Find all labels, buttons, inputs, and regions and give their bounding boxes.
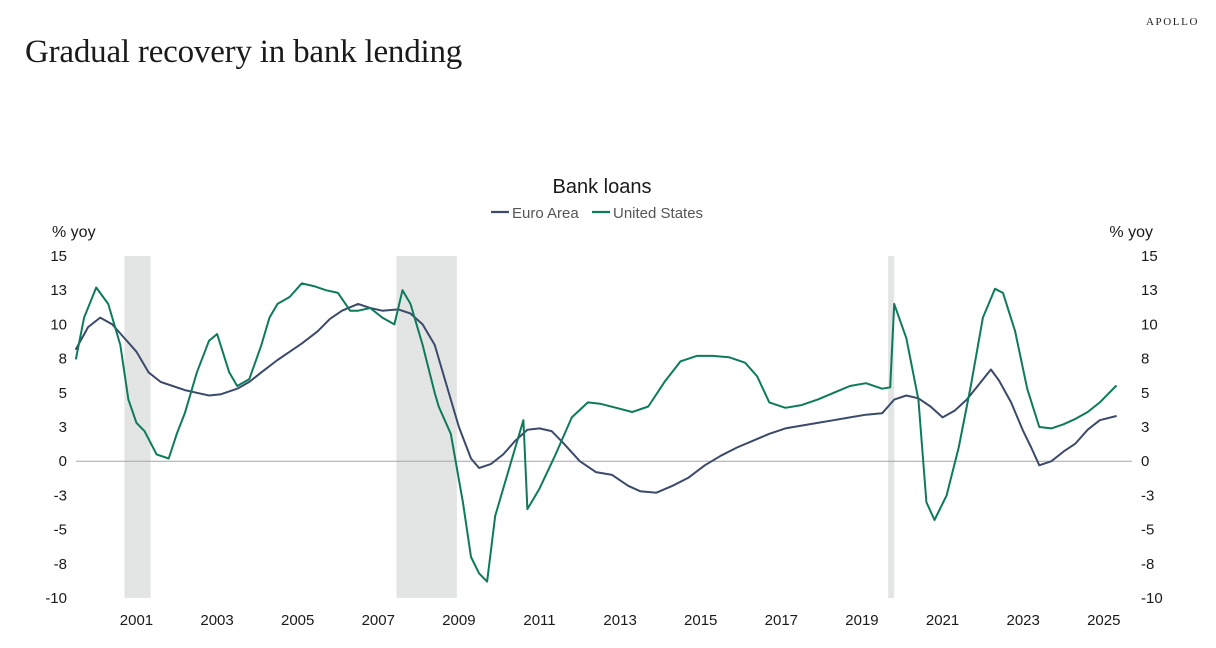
y-tick-left: -3 xyxy=(54,487,67,504)
x-axis: 2001 2003 2005 2007 2009 2011 2013 2015 2017 2019… xyxy=(120,612,1121,629)
y-tick-left: -10 xyxy=(45,590,67,607)
legend-label-euro-area: Euro Area xyxy=(512,205,579,222)
y-axis-left: 15 13 10 8 5 3 0 -3 -5 -8 -10 xyxy=(45,248,67,607)
y-tick-right: -8 xyxy=(1141,556,1154,573)
y-axis-unit-left: % yoy xyxy=(52,224,96,241)
chart-title: Bank loans xyxy=(553,176,652,198)
y-axis-right: 15 13 10 8 5 3 0 -3 -5 -8 -10 xyxy=(1141,248,1163,607)
y-tick-left: -5 xyxy=(54,522,67,539)
x-tick-2023: 2023 xyxy=(1006,612,1039,629)
x-tick-2007: 2007 xyxy=(362,612,395,629)
legend-label-united-states: United States xyxy=(613,205,703,222)
y-tick-right: 0 xyxy=(1141,453,1149,470)
page-title: Gradual recovery in bank lending xyxy=(25,34,463,70)
y-tick-left: 3 xyxy=(59,419,67,436)
legend: Euro Area United States xyxy=(491,205,703,222)
y-tick-left: 10 xyxy=(50,316,67,333)
x-tick-2009: 2009 xyxy=(442,612,475,629)
y-tick-left: 15 xyxy=(50,248,67,265)
y-axis-unit-right: % yoy xyxy=(1109,224,1153,241)
x-tick-2017: 2017 xyxy=(765,612,798,629)
y-tick-right: 5 xyxy=(1141,385,1149,402)
y-tick-right: 8 xyxy=(1141,351,1149,368)
x-tick-2003: 2003 xyxy=(200,612,233,629)
brand-logo: APOLLO xyxy=(1146,16,1199,28)
y-tick-right: -5 xyxy=(1141,522,1154,539)
x-tick-2015: 2015 xyxy=(684,612,717,629)
x-tick-2011: 2011 xyxy=(523,612,555,629)
recession-band-1 xyxy=(124,256,151,598)
y-tick-right: 10 xyxy=(1141,316,1158,333)
x-tick-2013: 2013 xyxy=(603,612,636,629)
x-tick-2021: 2021 xyxy=(926,612,959,629)
y-tick-right: -10 xyxy=(1141,590,1163,607)
recession-bands xyxy=(124,256,895,598)
y-tick-right: 13 xyxy=(1141,282,1158,299)
x-tick-2001: 2001 xyxy=(120,612,153,629)
recession-band-3 xyxy=(888,256,895,598)
y-tick-left: 5 xyxy=(59,385,67,402)
y-tick-left: -8 xyxy=(54,556,67,573)
y-tick-left: 13 xyxy=(50,282,67,299)
x-tick-2019: 2019 xyxy=(845,612,878,629)
y-tick-right: -3 xyxy=(1141,487,1154,504)
y-tick-right: 3 xyxy=(1141,419,1149,436)
series-line-euro-area xyxy=(75,302,1117,494)
y-tick-left: 0 xyxy=(59,453,67,470)
series-line-united-states xyxy=(75,282,1117,583)
y-tick-right: 15 xyxy=(1141,248,1158,265)
x-tick-2005: 2005 xyxy=(281,612,314,629)
y-tick-left: 8 xyxy=(59,351,67,368)
series-lines xyxy=(75,282,1117,583)
x-tick-2025: 2025 xyxy=(1087,612,1120,629)
